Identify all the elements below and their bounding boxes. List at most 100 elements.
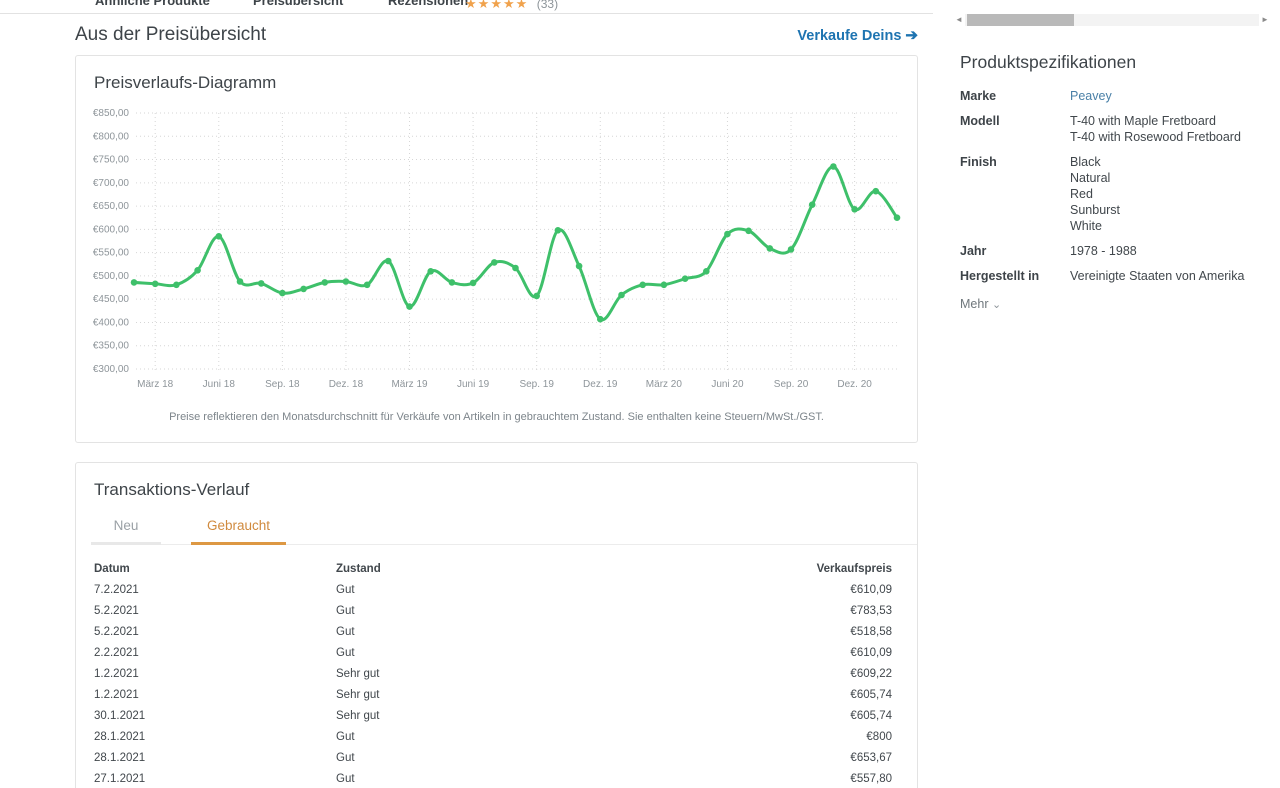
data-point (300, 285, 307, 293)
data-point (385, 257, 392, 265)
tab-price-guide[interactable]: Preisübersicht (253, 0, 344, 8)
more-link[interactable]: Mehr ⌄ (960, 297, 1002, 311)
transaction-condition: Gut (336, 647, 355, 659)
data-point (130, 279, 138, 286)
scrollbar-thumb[interactable] (967, 14, 1074, 26)
transaction-price: €610,09 (850, 647, 892, 659)
transactions-table: Datum Zustand Verkaufspreis 7.2.2021 Gut €610… (76, 545, 917, 788)
data-point (194, 267, 201, 274)
x-axis-tick-label: Dez. 20 (837, 379, 872, 390)
column-header: Datum (94, 563, 130, 575)
transaction-condition: Sehr gut (336, 668, 380, 680)
scroll-left-arrow-icon[interactable]: ◄ (953, 14, 965, 26)
brand-link[interactable]: Peavey (1070, 89, 1112, 103)
transaction-date: 2.2.2021 (94, 647, 139, 659)
y-axis-tick-label: €350,00 (93, 341, 130, 352)
table-row: 1.2.2021 Sehr gut €609,22 (94, 664, 892, 685)
spec-value: 1978 - 1988 (1070, 244, 1137, 258)
data-point (724, 230, 731, 238)
data-point (745, 227, 752, 235)
transaction-price: €518,58 (850, 626, 892, 638)
transaction-date: 1.2.2021 (94, 668, 139, 680)
transaction-condition: Gut (336, 626, 355, 638)
spec-label: Marke (960, 89, 997, 103)
table-row: 27.1.2021 Gut €557,80 (94, 769, 892, 788)
scroll-right-arrow-icon[interactable]: ► (1259, 14, 1271, 26)
y-axis-tick-label: €800,00 (93, 131, 130, 142)
transaction-history-card: Transaktions-Verlauf Neu Gebraucht Datum Z… (75, 462, 918, 788)
x-axis-tick-label: Juni 18 (203, 379, 236, 390)
transaction-price: €557,80 (850, 773, 892, 785)
table-header-row: Datum Zustand Verkaufspreis (94, 559, 892, 580)
x-axis-tick-label: März 19 (391, 379, 428, 390)
table-row: 7.2.2021 Gut €610,09 (94, 580, 892, 601)
transaction-date: 5.2.2021 (94, 626, 139, 638)
column-header: Verkaufspreis (816, 563, 892, 575)
transactions-title: Transaktions-Verlauf (94, 480, 250, 499)
spec-value: White (1070, 219, 1102, 233)
spec-label: Hergestellt in (960, 269, 1040, 283)
spec-label: Finish (960, 155, 997, 169)
data-point (342, 278, 350, 285)
spec-value: Sunburst (1070, 203, 1121, 217)
data-point (406, 303, 413, 310)
product-nav: Ähnliche Produkte Preisübersicht Rezensi… (0, 0, 933, 14)
data-point (173, 281, 180, 289)
y-axis-tick-label: €850,00 (93, 108, 130, 119)
data-point (893, 214, 901, 221)
specs-list: Marke Peavey Modell T-40 with Maple Fretboa… (960, 88, 1270, 284)
table-row: 2.2.2021 Gut €610,09 (94, 643, 892, 664)
table-row: 28.1.2021 Gut €800 (94, 727, 892, 748)
x-axis-tick-label: Sep. 20 (774, 379, 809, 390)
x-axis-tick-label: März 20 (646, 379, 683, 390)
chevron-down-icon: ⌄ (991, 299, 1002, 311)
x-axis-tick-label: Juni 20 (711, 379, 744, 390)
sell-yours-link[interactable]: Verkaufe Deins ➔ (797, 27, 918, 44)
table-row: 30.1.2021 Sehr gut €605,74 (94, 706, 892, 727)
transaction-condition: Gut (336, 584, 355, 596)
transaction-condition: Sehr gut (336, 689, 380, 701)
spec-value: Natural (1070, 171, 1111, 185)
transaction-date: 5.2.2021 (94, 605, 139, 617)
scrollbar-track[interactable] (965, 14, 1259, 26)
data-point (703, 268, 710, 275)
y-axis-tick-label: €550,00 (93, 248, 130, 259)
transaction-price: €653,67 (850, 752, 892, 764)
transaction-date: 7.2.2021 (94, 584, 139, 596)
star-icon: ★ (465, 0, 478, 11)
horizontal-scrollbar[interactable]: ◄ ► (953, 14, 1271, 26)
star-icons: ★★★★★ (465, 0, 528, 11)
x-axis-tick-label: Sep. 18 (265, 379, 300, 390)
table-row: 5.2.2021 Gut €783,53 (94, 601, 892, 622)
chart-title: Preisverlaufs-Diagramm (94, 73, 277, 92)
data-point (512, 264, 519, 272)
transaction-price: €605,74 (850, 689, 892, 701)
line-chart-svg: €850,00 €800,00 €750,00 €700,00 €650,00 €600,… (93, 108, 901, 390)
tab-similar-products[interactable]: Ähnliche Produkte (95, 0, 210, 8)
table-row: 1.2.2021 Sehr gut €605,74 (94, 685, 892, 706)
transaction-condition: Gut (336, 731, 355, 743)
tab-gebraucht[interactable]: Gebraucht (191, 513, 286, 545)
transaction-condition: Gut (336, 773, 355, 785)
price-guide-header: Aus der Preisübersicht Verkaufe Deins ➔ (75, 24, 918, 46)
y-axis-tick-label: €600,00 (93, 224, 130, 235)
spec-values: Vereinigte Staaten von Amerika (1070, 268, 1270, 284)
data-point (830, 163, 837, 170)
star-icon: ★ (477, 0, 491, 11)
price-history-card: Preisverlaufs-Diagramm €850,00 €800,00 €75… (75, 55, 918, 443)
tab-neu[interactable]: Neu (91, 513, 161, 545)
data-point (151, 280, 159, 288)
reviews-rating[interactable]: ★★★★★ (33) (465, 0, 558, 13)
y-axis-tick-label: €650,00 (93, 201, 130, 212)
data-point (236, 278, 244, 285)
data-point (554, 227, 562, 234)
y-axis-tick-label: €750,00 (93, 155, 130, 166)
y-axis-tick-label: €300,00 (93, 364, 130, 375)
tab-reviews[interactable]: Rezensionen (388, 0, 469, 8)
table-row: 5.2.2021 Gut €518,58 (94, 622, 892, 643)
price-line (132, 165, 899, 322)
spec-row: Hergestellt in Vereinigte Staaten von Ame… (960, 268, 1270, 284)
x-axis-tick-label: März 18 (137, 379, 174, 390)
transaction-date: 28.1.2021 (94, 752, 146, 764)
